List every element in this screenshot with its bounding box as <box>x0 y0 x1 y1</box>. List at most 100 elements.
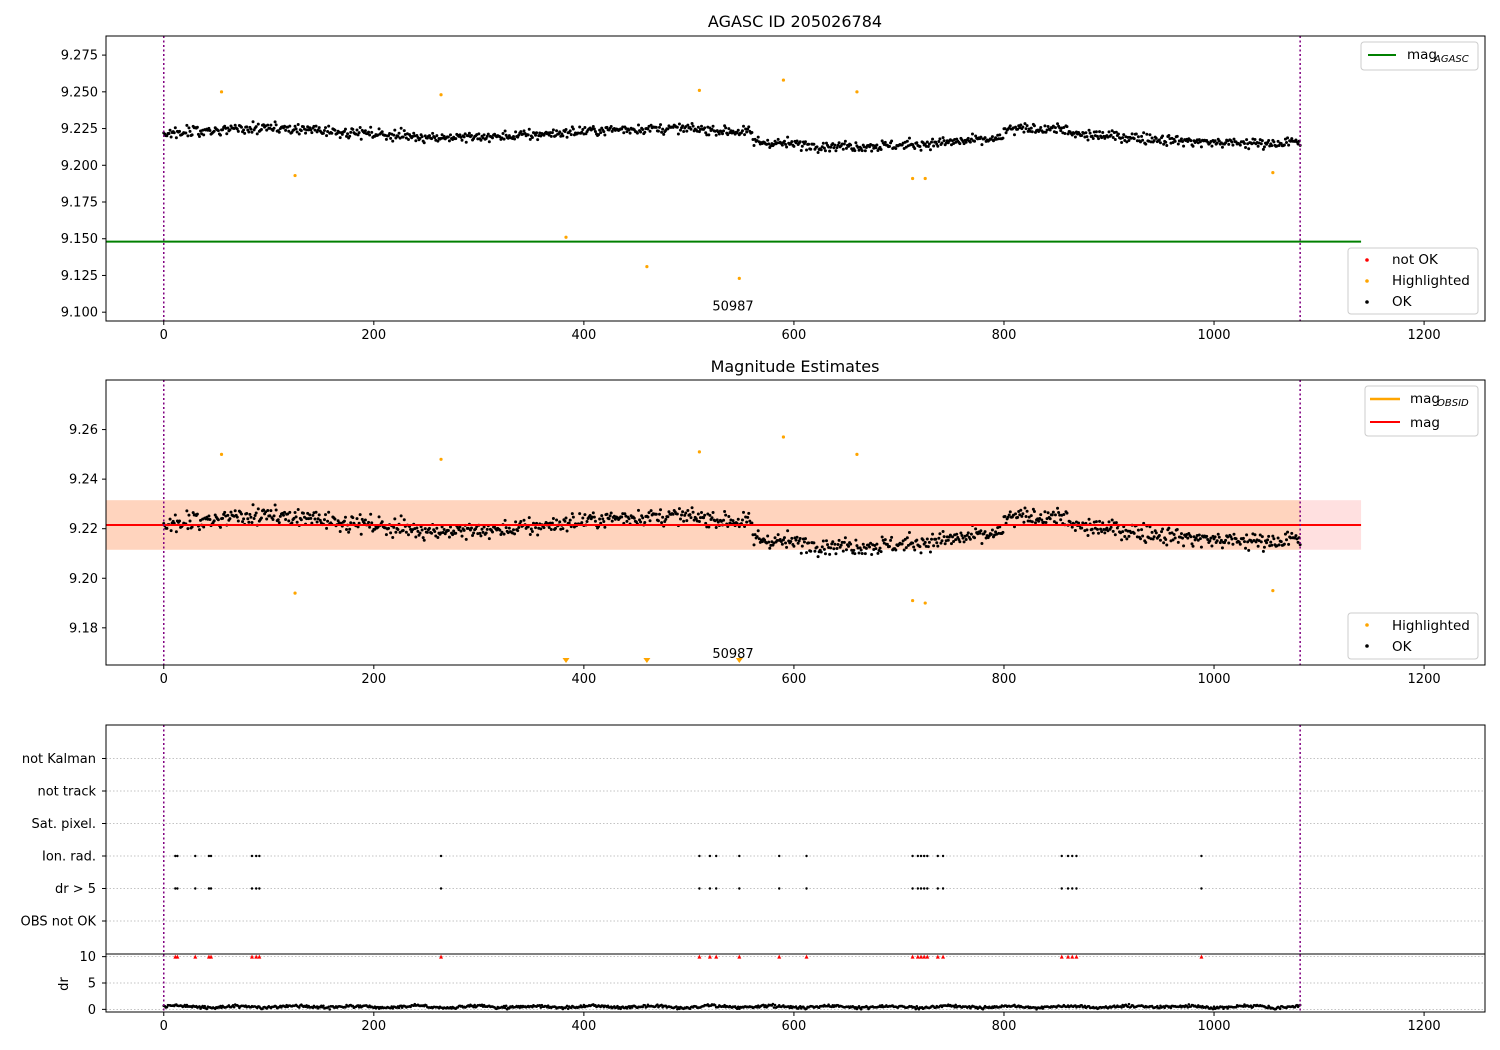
flag-point <box>258 887 261 890</box>
ok-point <box>446 528 450 532</box>
ok-point <box>601 517 605 521</box>
dr-point <box>1212 1005 1216 1009</box>
ok-point <box>1113 533 1117 537</box>
ok-point <box>1262 145 1266 149</box>
ok-point <box>369 512 373 516</box>
dr-clipped-marker <box>1070 954 1075 959</box>
ok-point <box>326 130 330 134</box>
dr-point <box>772 1006 776 1009</box>
legend-orange-dot <box>1365 279 1369 283</box>
ok-point <box>932 144 936 148</box>
ok-point <box>941 136 945 140</box>
ok-point <box>563 519 567 523</box>
ok-point <box>822 146 826 150</box>
ok-point <box>686 123 690 127</box>
ok-point <box>676 132 680 136</box>
ok-point <box>1087 517 1091 521</box>
ok-point <box>345 527 349 531</box>
ok-point <box>345 134 349 138</box>
chart-magnitude-estimates: 9.18 9.20 9.22 9.24 9.26 0 200 400 600 800 1000 12… <box>69 357 1486 687</box>
ok-point <box>740 129 744 133</box>
ok-point <box>861 542 865 546</box>
ok-point <box>1111 529 1115 533</box>
ok-point <box>290 521 294 525</box>
ok-point <box>269 509 273 513</box>
ok-point <box>367 130 371 134</box>
ok-point <box>517 525 521 529</box>
ok-point <box>173 513 177 517</box>
ok-point <box>932 544 936 548</box>
ok-point <box>1003 514 1007 518</box>
ok-point <box>942 535 946 539</box>
ok-point <box>998 133 1002 137</box>
ok-point <box>600 514 604 518</box>
ok-point <box>1098 130 1102 134</box>
ok-point <box>1196 538 1200 542</box>
flag-point <box>1066 854 1070 858</box>
ok-point <box>1167 134 1171 138</box>
ok-point <box>208 128 212 132</box>
ok-point <box>1231 143 1235 147</box>
ok-point <box>1245 138 1249 142</box>
ok-point <box>657 512 661 516</box>
ok-point <box>459 529 463 533</box>
ok-point <box>710 516 714 520</box>
ok-point <box>966 136 970 140</box>
ok-point <box>478 531 482 535</box>
ok-point <box>1087 128 1091 132</box>
ok-point <box>422 538 426 542</box>
ok-point <box>1151 537 1155 541</box>
dr-point <box>473 1003 476 1007</box>
ok-point <box>1097 137 1101 141</box>
ok-point <box>829 145 833 149</box>
ok-point <box>1284 538 1288 542</box>
ok-point <box>1210 144 1214 148</box>
ok-point <box>894 548 898 552</box>
ok-point <box>1253 533 1257 537</box>
ok-point <box>348 527 352 531</box>
ok-point <box>735 131 739 135</box>
ok-point <box>548 131 552 135</box>
flag-point <box>911 854 914 858</box>
ok-point <box>936 544 940 548</box>
x-tick-label: 600 <box>782 1019 807 1034</box>
ok-point <box>731 519 735 523</box>
ok-point <box>247 130 251 134</box>
ok-point <box>168 128 172 132</box>
ok-point <box>767 142 771 146</box>
ok-point <box>564 516 568 520</box>
ok-point <box>1271 534 1275 538</box>
ok-point <box>697 520 701 524</box>
ok-point <box>599 131 603 135</box>
ok-point <box>660 130 664 134</box>
ok-point <box>1199 145 1203 149</box>
ok-point <box>918 545 922 549</box>
ok-point <box>1259 540 1263 544</box>
ok-point <box>500 530 504 534</box>
ok-point <box>499 533 503 537</box>
ok-point <box>598 517 602 521</box>
flag-point <box>916 854 920 858</box>
flag-point <box>207 887 211 890</box>
ok-point <box>296 123 300 127</box>
ok-point <box>980 541 984 545</box>
ok-point <box>1186 139 1190 143</box>
ok-point <box>321 131 325 135</box>
ok-point <box>1242 540 1246 544</box>
ok-point <box>592 127 596 131</box>
flag-row-label: Ion. rad. <box>42 850 96 865</box>
ok-point <box>418 531 422 535</box>
ok-point <box>580 130 584 134</box>
ok-point <box>671 512 675 516</box>
ok-point <box>703 126 707 130</box>
ok-point <box>815 545 819 549</box>
ok-point <box>1090 527 1094 531</box>
ok-point <box>923 142 927 146</box>
ok-point <box>911 541 915 545</box>
ok-point <box>1098 519 1102 523</box>
ok-point <box>178 129 182 133</box>
ok-point <box>1260 535 1264 539</box>
ok-point <box>685 519 689 523</box>
dr-point <box>565 1004 569 1008</box>
ok-point <box>174 530 178 534</box>
